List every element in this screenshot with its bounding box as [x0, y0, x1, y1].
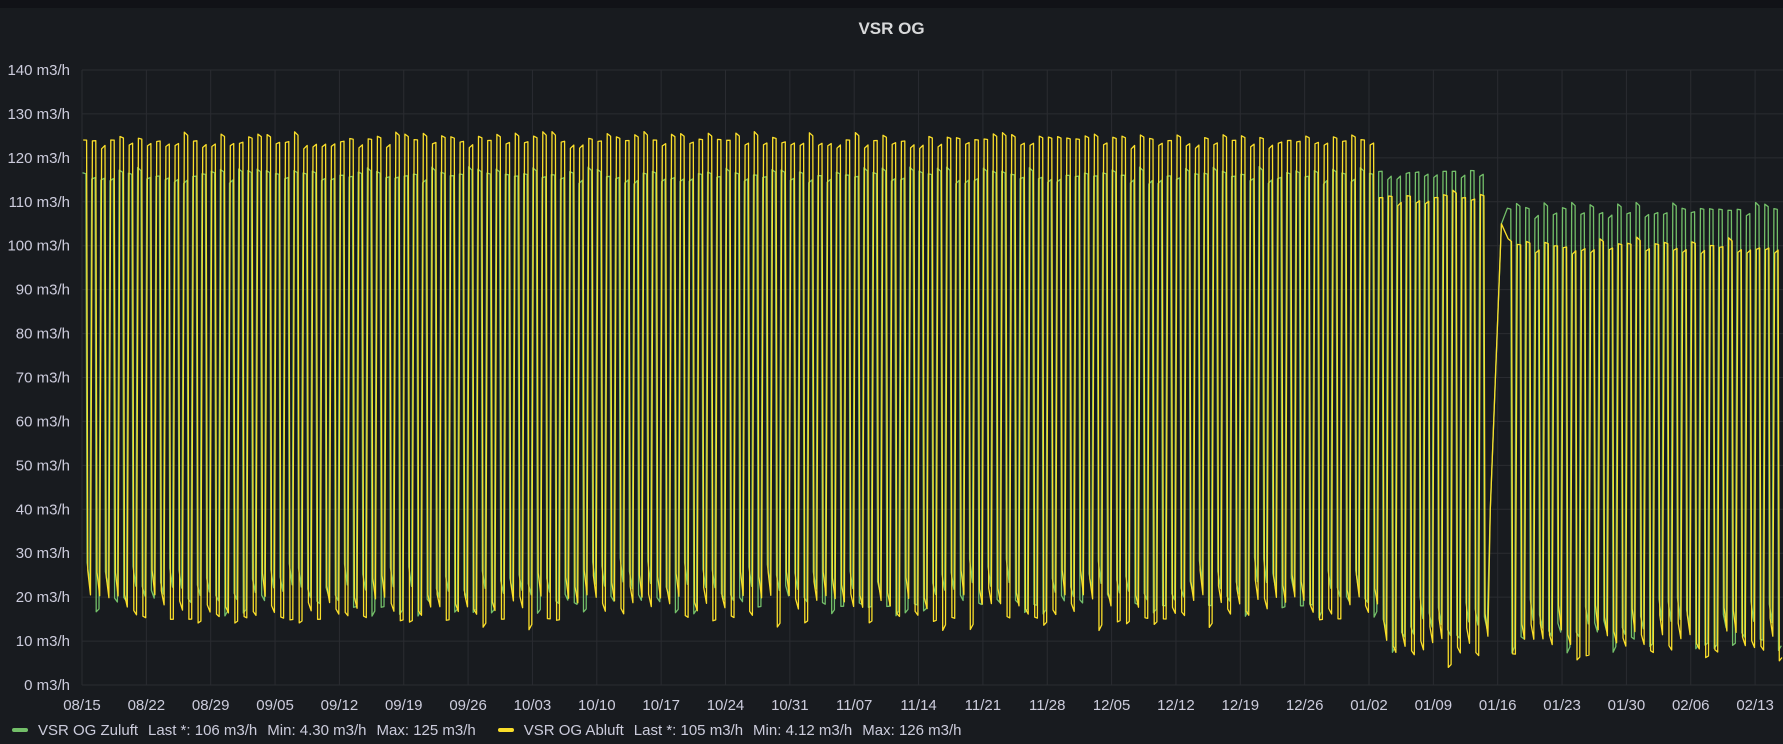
x-tick-label: 02/13 [1736, 697, 1774, 714]
legend-swatch-abluft [497, 728, 514, 732]
x-tick-label: 08/15 [63, 697, 101, 714]
x-tick-label: 01/30 [1608, 697, 1646, 714]
legend-min-value: 4.12 m3/h [785, 721, 853, 739]
x-tick-label: 09/19 [385, 697, 423, 714]
y-tick-label: 30 m3/h [16, 545, 70, 562]
y-tick-label: 110 m3/h [9, 194, 70, 211]
x-tick-label: 11/14 [900, 697, 936, 714]
x-tick-label: 12/19 [1222, 697, 1260, 714]
legend-item-abluft[interactable]: VSR OG Abluft Last *: 105 m3/h Min: 4.12… [497, 721, 962, 739]
y-tick-label: 80 m3/h [16, 326, 70, 343]
x-tick-label: 08/29 [192, 697, 230, 714]
x-tick-label: 12/26 [1286, 697, 1324, 714]
x-tick-label: 09/26 [449, 697, 487, 714]
x-tick-label: 11/07 [836, 697, 872, 714]
legend-min-label: Min: [753, 721, 782, 739]
y-tick-label: 40 m3/h [16, 501, 70, 518]
y-tick-label: 10 m3/h [16, 633, 70, 650]
x-tick-label: 11/21 [965, 697, 1001, 714]
legend-min-label: Min: [267, 721, 296, 739]
x-tick-label: 12/12 [1157, 697, 1195, 714]
y-tick-label: 130 m3/h [7, 106, 70, 123]
y-tick-label: 90 m3/h [16, 282, 70, 299]
top-border [0, 0, 1783, 8]
legend: VSR OG Zuluft Last *: 106 m3/h Min: 4.30… [12, 720, 984, 740]
x-tick-label: 10/10 [578, 697, 616, 714]
series-line-zuluft [82, 166, 1782, 654]
x-tick-label: 01/02 [1350, 697, 1388, 714]
y-tick-label: 50 m3/h [16, 457, 70, 474]
x-tick-label: 10/03 [514, 697, 552, 714]
y-tick-label: 20 m3/h [16, 589, 70, 606]
legend-last-label: Last *: [633, 721, 677, 739]
x-tick-label: 12/05 [1093, 697, 1131, 714]
y-tick-label: 60 m3/h [16, 413, 70, 430]
legend-max-label: Max: [376, 721, 410, 739]
legend-series-name: VSR OG Zuluft [38, 721, 139, 739]
y-tick-label: 100 m3/h [7, 238, 70, 255]
y-tick-label: 70 m3/h [16, 370, 70, 387]
x-tick-label: 09/05 [256, 697, 294, 714]
legend-last-label: Last *: [148, 721, 191, 739]
x-tick-label: 09/12 [321, 697, 359, 714]
legend-series-name: VSR OG Abluft [523, 721, 624, 739]
legend-last-value: 105 m3/h [680, 721, 744, 739]
y-tick-label: 0 m3/h [24, 677, 70, 694]
legend-swatch-zuluft [12, 728, 28, 732]
legend-last-value: 106 m3/h [194, 721, 258, 739]
legend-max-value: 125 m3/h [413, 721, 476, 739]
line-chart[interactable]: 0 m3/h 10 m3/h 20 m3/h 30 m3/h 40 m3/h 50 m3/… [0, 0, 1783, 720]
x-tick-label: 01/09 [1415, 697, 1453, 714]
x-tick-label: 10/31 [771, 697, 809, 714]
legend-min-value: 4.30 m3/h [299, 721, 367, 739]
x-tick-label: 11/28 [1029, 697, 1065, 714]
x-tick-label: 10/24 [707, 697, 745, 714]
panel-title: VSR OG [858, 19, 925, 38]
x-tick-label: 01/23 [1543, 697, 1581, 714]
legend-max-value: 126 m3/h [898, 721, 962, 739]
x-tick-label: 10/17 [642, 697, 680, 714]
legend-max-label: Max: [862, 721, 895, 739]
series-line-abluft [83, 130, 1783, 669]
x-tick-label: 02/06 [1672, 697, 1710, 714]
y-tick-label: 140 m3/h [7, 62, 70, 79]
x-tick-label: 01/16 [1479, 697, 1517, 714]
legend-item-zuluft[interactable]: VSR OG Zuluft Last *: 106 m3/h Min: 4.30… [12, 722, 476, 739]
y-tick-label: 120 m3/h [7, 150, 70, 167]
x-tick-label: 08/22 [128, 697, 166, 714]
